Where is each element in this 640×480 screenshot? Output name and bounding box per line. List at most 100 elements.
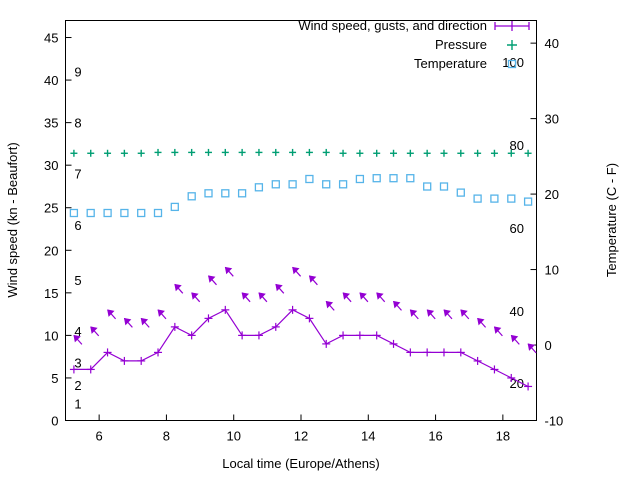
wind-direction-arrow-head — [443, 309, 451, 317]
data-point-marker — [153, 208, 163, 218]
y-axis-right-tick-label: 40 — [545, 36, 559, 51]
beaufort-label: 5 — [74, 273, 81, 288]
data-point-marker — [288, 180, 297, 189]
x-axis-tick-label: 6 — [96, 429, 103, 444]
data-point-marker — [271, 180, 280, 189]
wind-direction-arrow-head — [342, 292, 351, 300]
y-axis-left-tick-label: 30 — [44, 158, 58, 173]
data-point-marker — [322, 180, 331, 189]
data-point-marker — [507, 194, 516, 203]
legend-label-temperature[interactable]: Temperature — [414, 56, 487, 71]
data-point-marker — [490, 194, 499, 203]
wind-direction-arrow-head — [191, 292, 199, 300]
wind-direction-arrow-head — [140, 317, 149, 326]
x-axis-tick-label: 14 — [361, 429, 375, 444]
data-point-marker — [187, 192, 196, 201]
wind-direction-arrow-head — [123, 317, 132, 326]
y-axis-left-ticks: 0 5 10 15 20 25 30 35 40 45 — [44, 31, 72, 429]
wind-direction-arrow-head — [292, 266, 300, 275]
beaufort-label: 8 — [74, 116, 81, 131]
beaufort-label: 1 — [74, 396, 81, 411]
data-point-marker — [372, 174, 381, 183]
data-point-marker — [338, 180, 348, 189]
beaufort-label: 4 — [74, 324, 81, 339]
y-axis-right-tick-label: 20 — [545, 187, 559, 202]
y-axis-left-tick-label: 35 — [44, 116, 58, 131]
data-point-marker — [69, 208, 79, 218]
y-axis-left-title: Wind speed (kn - Beaufort) — [5, 142, 20, 297]
wind-direction-arrow-head — [477, 317, 485, 326]
data-point-marker — [355, 174, 365, 184]
data-point-marker — [86, 208, 95, 218]
data-point-marker — [439, 182, 449, 191]
y-axis-right-title: Temperature (C - F) — [604, 163, 619, 277]
y-axis-right-tick-label: 0 — [545, 338, 552, 353]
y-axis-left-tick-label: 20 — [44, 243, 58, 258]
series-wind-speed — [69, 305, 533, 391]
wind-direction-arrow-head — [107, 309, 115, 317]
beaufort-label: 6 — [74, 218, 81, 233]
legend-swatch-wind[interactable] — [494, 21, 530, 31]
legend-swatch-temperature[interactable] — [507, 59, 517, 69]
wind-direction-arrow-head — [258, 292, 266, 300]
legend-swatch-pressure[interactable] — [507, 40, 517, 50]
beaufort-label: 3 — [74, 356, 81, 371]
x-axis-tick-label: 12 — [294, 429, 308, 444]
data-point-marker — [389, 174, 398, 183]
y-axis-right-ticks: -10 0 10 20 30 40 — [530, 36, 564, 429]
wind-direction-arrow-head — [325, 300, 334, 309]
wind-direction-arrow-head — [460, 309, 468, 317]
wind-direction-arrow-head — [308, 275, 317, 283]
wind-direction-arrow-head — [510, 334, 519, 343]
series-pressure — [70, 148, 532, 157]
chart-legend: Wind speed, gusts, and direction Pressur… — [298, 18, 530, 71]
data-point-marker — [221, 189, 230, 198]
beaufort-scale-labels: 1 2 3 4 5 6 7 8 9 — [74, 65, 81, 412]
y-axis-left-tick-label: 40 — [44, 73, 58, 88]
x-axis-tick-label: 16 — [428, 429, 442, 444]
x-axis-ticks: 6 8 10 12 14 16 18 — [96, 414, 510, 444]
wind-direction-arrow-head — [359, 292, 367, 300]
data-point-marker — [120, 208, 129, 218]
x-axis-tick-label: 8 — [163, 429, 170, 444]
fahrenheit-label: 40 — [510, 304, 524, 319]
y-axis-left-tick-label: 0 — [51, 414, 58, 429]
wind-direction-arrow-head — [174, 283, 182, 292]
wind-direction-arrow-head — [376, 292, 384, 300]
legend-label-wind[interactable]: Wind speed, gusts, and direction — [298, 18, 487, 33]
y-axis-right-tick-label: -10 — [545, 414, 564, 429]
wind-direction-arrow-head — [157, 309, 165, 317]
beaufort-label: 2 — [74, 378, 81, 393]
data-point-marker — [456, 188, 465, 197]
wind-direction-arrow-head — [208, 275, 216, 283]
data-point-marker — [473, 194, 482, 203]
beaufort-label: 9 — [74, 65, 81, 80]
wind-direction-arrow-head — [409, 309, 418, 317]
legend-label-pressure[interactable]: Pressure — [435, 37, 487, 52]
fahrenheit-label: 60 — [510, 221, 524, 236]
data-point-marker — [170, 202, 179, 212]
data-point-marker — [254, 183, 264, 192]
wind-direction-arrow-head — [224, 266, 233, 275]
fahrenheit-label: 100 — [502, 55, 524, 70]
x-axis-tick-label: 18 — [496, 429, 510, 444]
y-axis-left-tick-label: 15 — [44, 286, 58, 301]
x-axis-title: Local time (Europe/Athens) — [222, 456, 380, 471]
wind-direction-arrow-head — [426, 309, 435, 317]
wind-direction-arrow-head — [527, 343, 536, 351]
series-temperature — [69, 174, 533, 218]
beaufort-label: 7 — [74, 167, 81, 182]
y-axis-left-tick-label: 25 — [44, 201, 58, 216]
y-axis-left-tick-label: 10 — [44, 328, 58, 343]
y-axis-right-tick-label: 30 — [545, 112, 559, 127]
data-point-marker — [103, 208, 112, 218]
wind-direction-arrow-head — [73, 334, 81, 343]
wind-direction-arrow-head — [493, 326, 502, 334]
y-axis-left-tick-label: 45 — [44, 31, 58, 46]
x-axis-tick-label: 10 — [226, 429, 240, 444]
y-axis-left-tick-label: 5 — [51, 371, 58, 386]
data-point-marker — [137, 208, 146, 218]
